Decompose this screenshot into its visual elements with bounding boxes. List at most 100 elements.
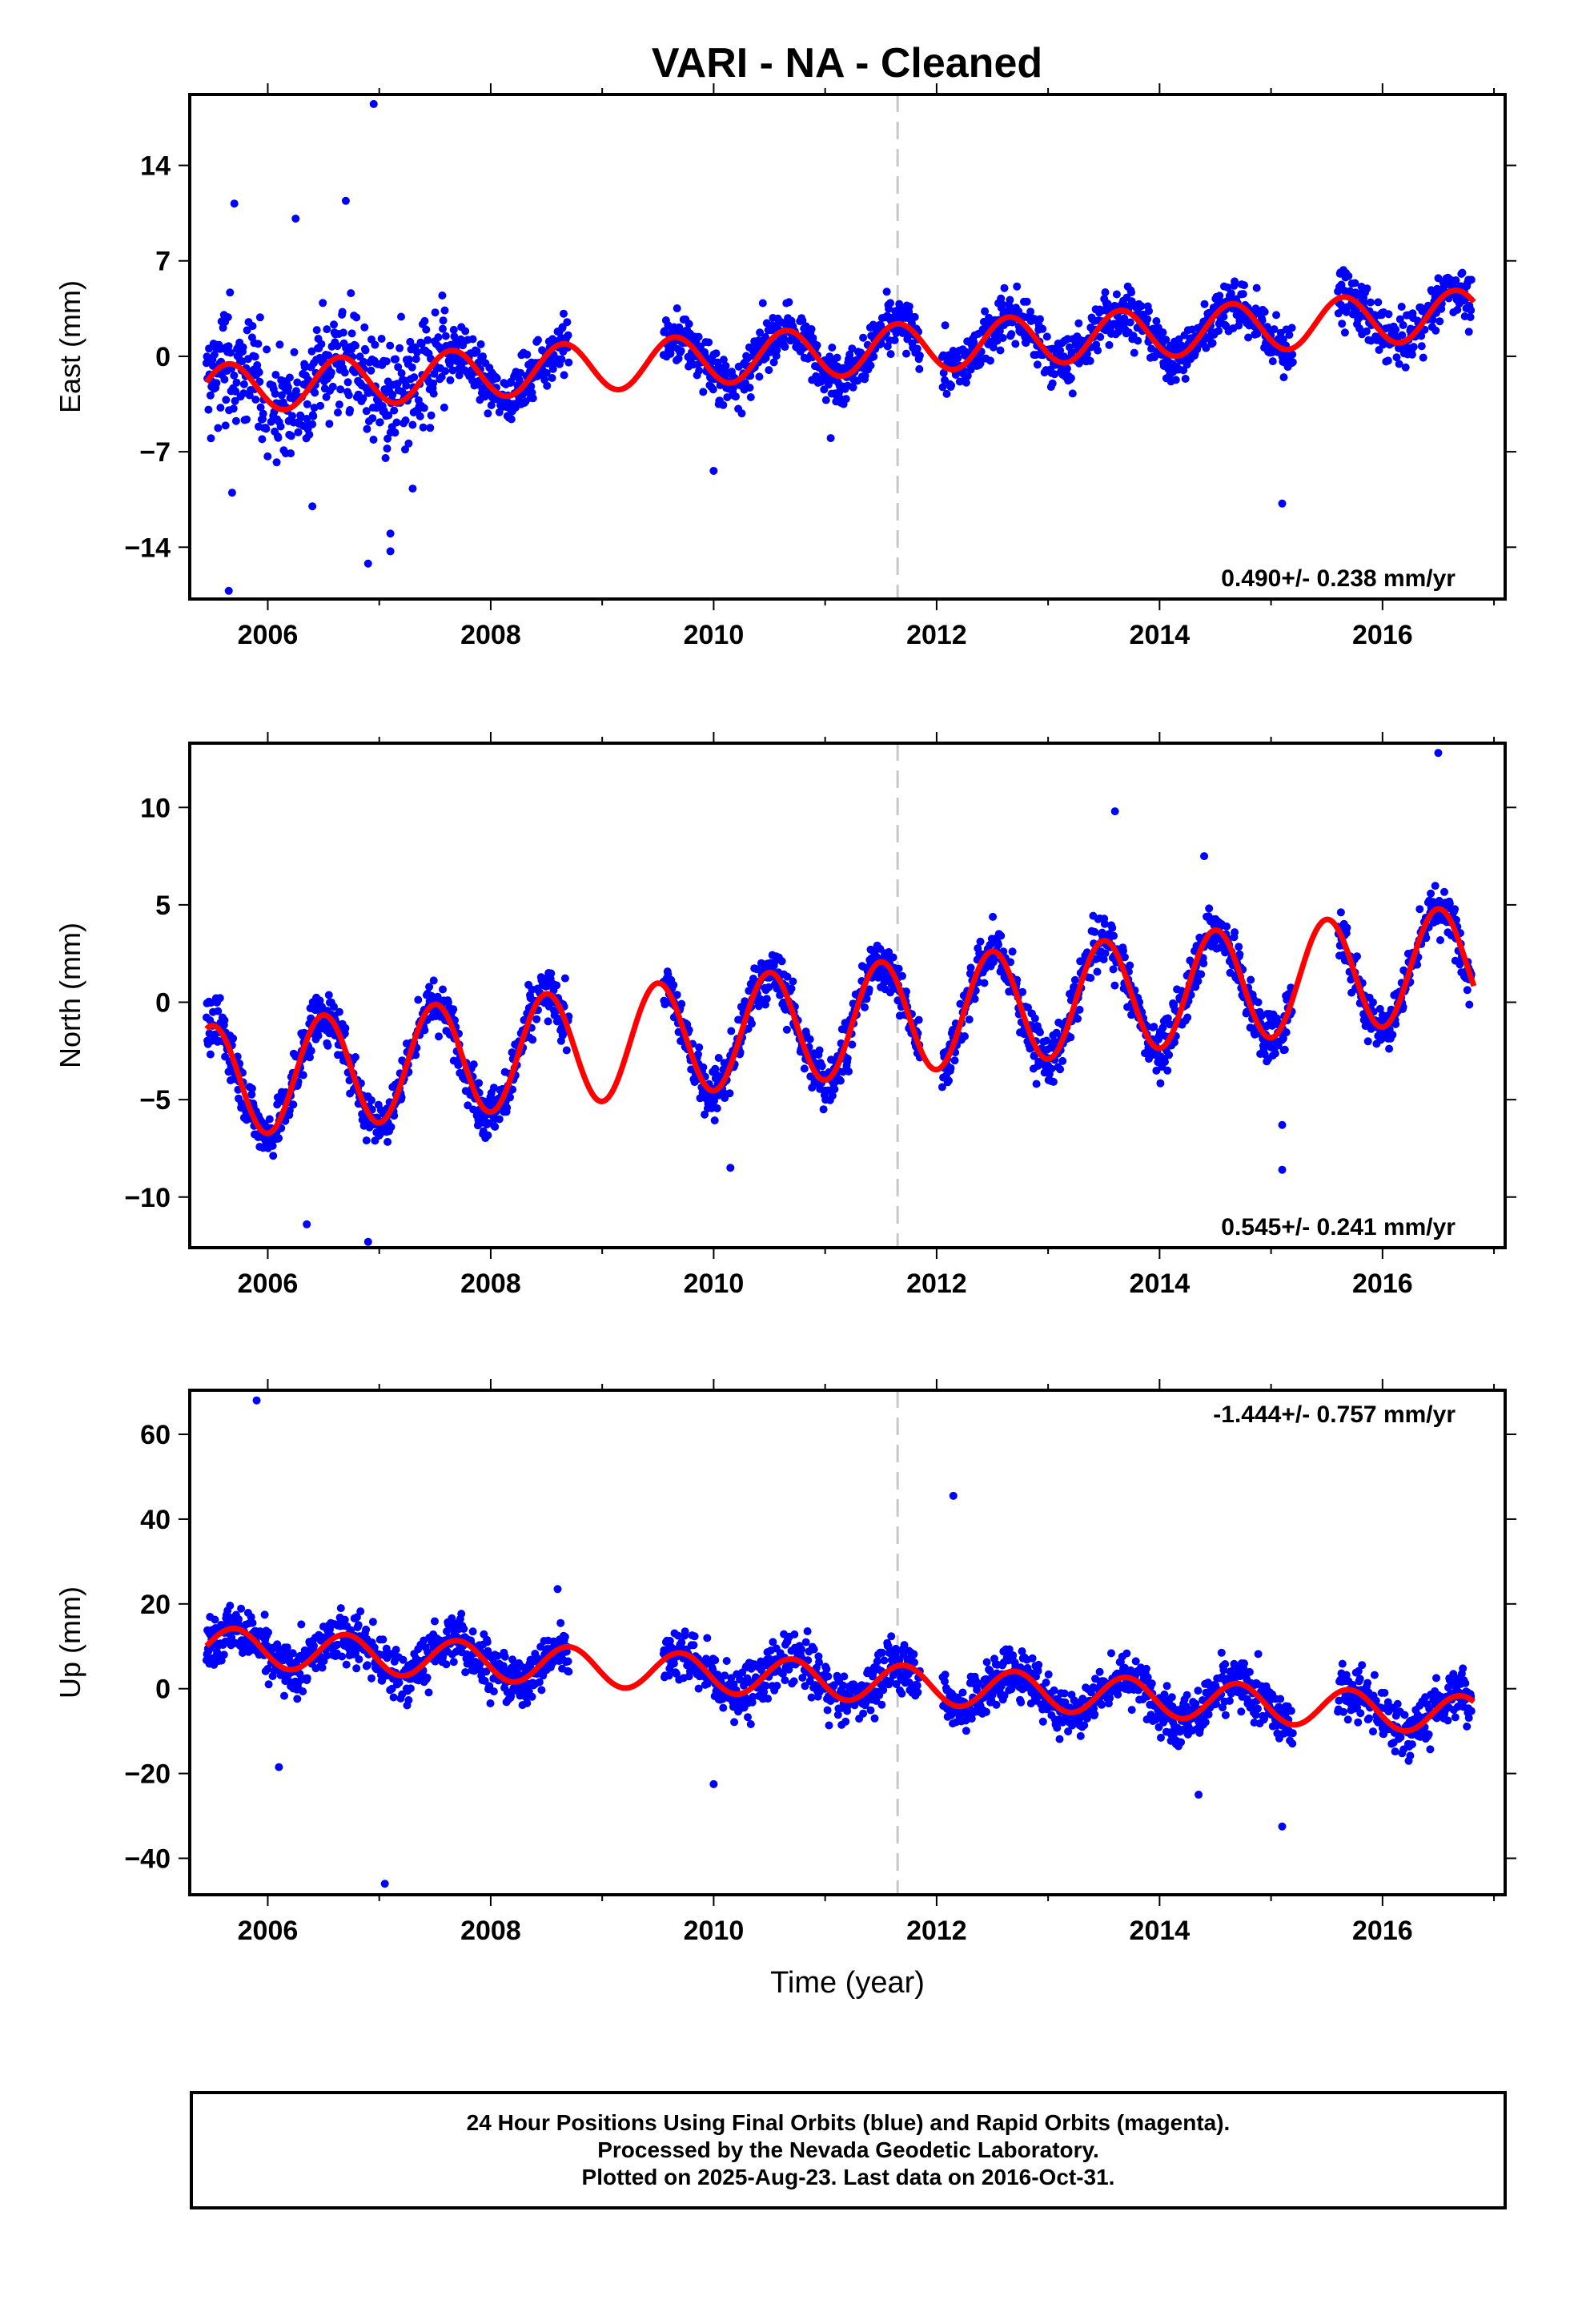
data-point (527, 382, 536, 391)
data-point (445, 360, 454, 368)
data-point (495, 408, 504, 416)
data-point (1156, 1079, 1165, 1088)
data-point (1397, 303, 1406, 311)
data-point (727, 1027, 736, 1035)
data-point (268, 1141, 277, 1150)
y-tick-label: 0 (155, 342, 171, 372)
data-point (961, 1032, 969, 1040)
data-point (1391, 325, 1400, 334)
data-point (263, 345, 271, 354)
data-point (247, 1090, 256, 1099)
data-point (946, 1063, 955, 1072)
data-point (323, 1041, 332, 1050)
data-point (861, 372, 869, 380)
data-point (746, 393, 755, 401)
y-tick-label: 10 (140, 793, 171, 823)
data-point (367, 366, 375, 375)
data-point (1384, 310, 1393, 319)
outlier-point (709, 466, 718, 475)
data-point (711, 1656, 720, 1665)
data-point (379, 1635, 387, 1644)
data-point (789, 1677, 798, 1686)
data-point (450, 332, 459, 341)
data-point (807, 325, 816, 333)
data-point (248, 1618, 257, 1627)
outlier-point (369, 99, 378, 108)
data-point (440, 306, 449, 315)
outlier-point (363, 559, 372, 568)
data-point (1252, 283, 1261, 292)
data-point (819, 1105, 828, 1114)
data-point (694, 332, 703, 341)
data-point (1409, 343, 1418, 352)
data-point (1343, 923, 1351, 932)
data-point (375, 418, 384, 427)
data-point (1038, 324, 1047, 333)
data-point (997, 931, 1006, 940)
data-point (1288, 358, 1297, 367)
data-point (404, 439, 413, 448)
data-point (335, 400, 343, 409)
data-point (1407, 350, 1416, 359)
data-point (1068, 389, 1077, 398)
x-tick-label: 2012 (906, 620, 967, 650)
outlier-point (308, 502, 317, 511)
data-point (1050, 370, 1059, 379)
data-point (343, 378, 352, 387)
data-point (247, 1084, 256, 1093)
data-point (1231, 277, 1239, 286)
data-point (1056, 346, 1065, 355)
data-point (492, 374, 501, 383)
data-point (523, 1699, 532, 1707)
data-point (813, 341, 821, 350)
data-point (226, 288, 235, 297)
data-point (359, 357, 367, 366)
data-point (976, 937, 985, 946)
data-point (833, 353, 841, 362)
y-tick-label: −10 (124, 1183, 171, 1213)
data-point (1282, 1028, 1291, 1037)
data-point (405, 356, 413, 364)
data-point (248, 322, 257, 331)
data-point (1223, 283, 1232, 292)
data-point (460, 1625, 468, 1633)
data-point (1395, 360, 1403, 368)
data-point (401, 445, 409, 454)
data-point (469, 1105, 478, 1114)
data-point (413, 348, 421, 356)
outlier-point (408, 485, 417, 493)
data-point (288, 412, 296, 420)
data-point (1093, 967, 1102, 976)
data-point (773, 346, 781, 355)
data-point (354, 1621, 363, 1630)
data-point (938, 383, 947, 392)
y-tick-label: −5 (139, 1085, 171, 1116)
data-point (440, 403, 448, 412)
data-point (317, 340, 326, 348)
data-point (1094, 346, 1102, 355)
data-point (449, 325, 458, 334)
data-point (429, 379, 438, 388)
data-point (712, 349, 721, 358)
data-point (363, 424, 371, 433)
data-point (1452, 276, 1460, 284)
data-point (745, 384, 754, 392)
data-point (913, 344, 921, 353)
data-point (429, 389, 438, 398)
data-point (362, 1136, 371, 1145)
data-point (384, 411, 393, 420)
data-point (316, 401, 325, 410)
data-point (1254, 998, 1263, 1007)
data-point (423, 1673, 432, 1682)
data-point (277, 391, 286, 400)
data-point (341, 1023, 350, 1032)
data-point (449, 1005, 458, 1014)
data-point (396, 344, 404, 352)
data-point (1120, 314, 1129, 323)
data-point (251, 396, 260, 404)
data-point (902, 349, 910, 358)
data-point (437, 372, 446, 381)
data-point (1344, 271, 1353, 280)
data-point (491, 1123, 500, 1131)
